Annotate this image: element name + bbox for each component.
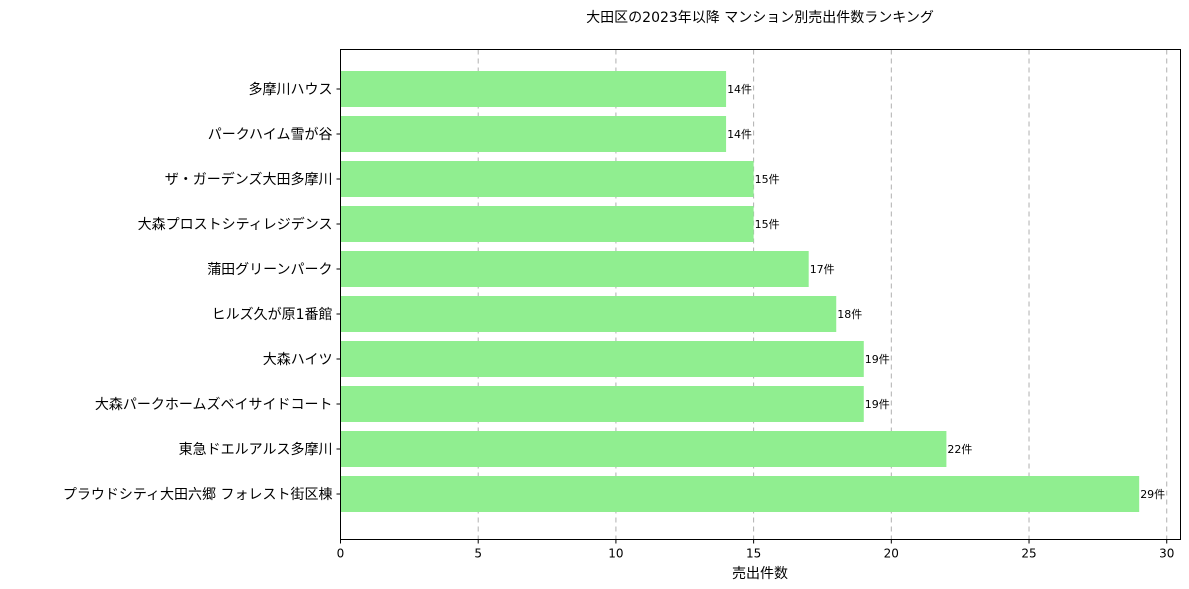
category-label: 蒲田グリーンパーク <box>207 262 332 278</box>
x-tick-label: 15 <box>746 547 761 561</box>
bar <box>340 116 727 152</box>
data-label: 15件 <box>755 173 780 186</box>
category-label: 大森プロストシティレジデンス <box>138 216 333 233</box>
x-axis-ticks: 0 5 10 15 20 25 30 <box>337 539 1174 561</box>
category-labels: 多摩川ハウスパークハイム雪が谷ザ・ガーデンズ大田多摩川大森プロストシティレジデン… <box>63 81 341 503</box>
x-tick-label: 5 <box>474 547 482 561</box>
category-label: パークハイム雪が谷 <box>208 127 333 143</box>
data-label: 22件 <box>947 443 972 456</box>
bar <box>340 386 864 422</box>
bar <box>340 296 837 332</box>
category-label: 東急ドエルアルス多摩川 <box>179 441 333 458</box>
bar <box>340 206 754 242</box>
x-tick-label: 30 <box>1159 547 1174 561</box>
plot-frame <box>340 49 1181 540</box>
chart-title: 大田区の2023年以降 マンション別売出件数ランキング <box>586 10 934 26</box>
data-label: 14件 <box>727 128 752 141</box>
bars <box>340 71 1140 512</box>
x-axis-label: 売出件数 <box>732 566 788 582</box>
data-label: 18件 <box>837 308 862 321</box>
category-label: 多摩川ハウス <box>249 81 333 98</box>
x-tick-label: 20 <box>884 547 899 561</box>
data-label: 15件 <box>755 218 780 231</box>
data-label: 19件 <box>865 398 890 411</box>
data-label: 19件 <box>865 353 890 366</box>
data-label: 14件 <box>727 83 752 96</box>
x-tick-label: 0 <box>337 547 345 561</box>
bar <box>340 71 727 107</box>
x-tick-label: 10 <box>608 547 623 561</box>
bar <box>340 431 947 467</box>
data-labels: 14件 14件 15件 15件 17件 18件 19件 19件 22件 29件 <box>727 83 1165 501</box>
bar <box>340 161 754 197</box>
bar <box>340 251 809 287</box>
x-tick-label: 25 <box>1021 547 1036 561</box>
data-label: 17件 <box>810 263 835 276</box>
category-label: 大森パークホームズベイサイドコート <box>95 397 333 413</box>
bar <box>340 476 1140 512</box>
category-label: プラウドシティ大田六郷 フォレスト街区棟 <box>63 487 333 503</box>
data-label: 29件 <box>1140 488 1165 501</box>
category-label: 大森ハイツ <box>263 352 333 368</box>
category-label: ザ・ガーデンズ大田多摩川 <box>165 171 333 188</box>
bar <box>340 341 864 377</box>
category-label: ヒルズ久が原1番館 <box>212 306 333 323</box>
